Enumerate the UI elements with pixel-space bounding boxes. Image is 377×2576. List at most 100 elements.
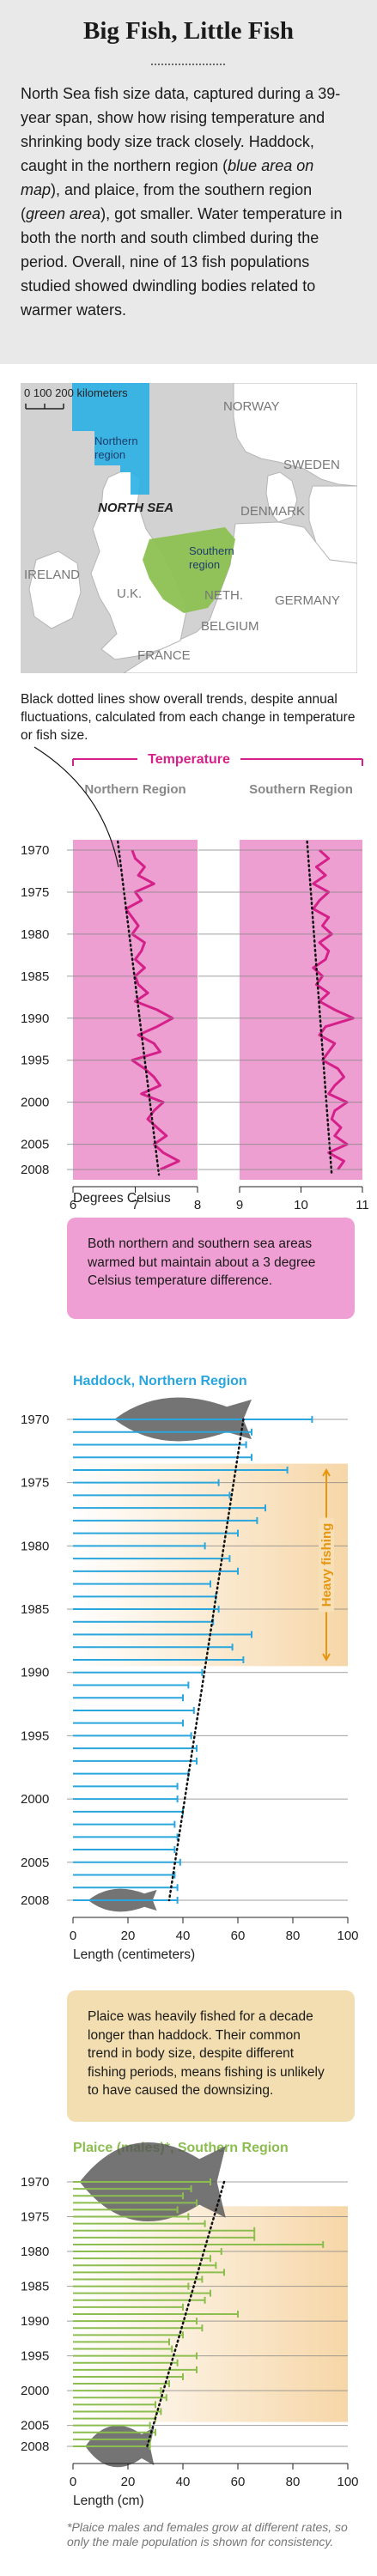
haddock-x-tick-label: 40 — [176, 1929, 191, 1943]
map-label-neth: NETH. — [204, 588, 243, 603]
map-northern-region — [72, 383, 149, 495]
map-label-northern-region-2: region — [94, 448, 125, 461]
map-scale-bar — [25, 404, 64, 410]
southern-panel-background — [240, 840, 362, 1180]
map-label-sweden: SWEDEN — [283, 458, 340, 472]
map-label-norway: NORWAY — [223, 399, 280, 414]
intro-text: North Sea fish size data, captured durin… — [21, 82, 357, 322]
plaice-year-label: 1985 — [21, 2280, 49, 2294]
map-label-southern-region-1: Southern — [189, 544, 234, 557]
haddock-annotation-label: Heavy fishing — [319, 1523, 334, 1607]
haddock-annotation-arrowhead-top — [322, 1467, 331, 1477]
plaice-year-label: 1980 — [21, 2245, 49, 2259]
map-land-norway — [233, 383, 357, 487]
southern-panel-title: Southern Region — [249, 782, 353, 797]
plaice-trend-line — [146, 2180, 226, 2448]
map-label-germany: GERMANY — [275, 593, 340, 608]
plaice-year-label: 1970 — [21, 2175, 49, 2190]
plaice-year-label: 1990 — [21, 2314, 49, 2329]
plaice-x-tick-label: 80 — [286, 2475, 301, 2489]
map-caption: Black dotted lines show overall trends, … — [21, 692, 356, 743]
intro-text-part1: North Sea fish size data, captured durin… — [21, 85, 341, 174]
temperature-year-label: 2005 — [21, 1138, 49, 1152]
haddock-chart-title: Haddock, Northern Region — [73, 1374, 247, 1388]
temperature-title: Temperature — [148, 752, 230, 767]
title-divider — [151, 64, 225, 65]
haddock-annotation-arrowhead-bottom — [322, 1653, 331, 1662]
temperature-year-label: 1995 — [21, 1054, 49, 1068]
map-label-denmark: DENMARK — [240, 504, 305, 519]
haddock-year-label: 1985 — [21, 1602, 49, 1617]
plaice-chart: Plaice (males)*, Southern Region19701975… — [21, 2141, 359, 2508]
plaice-year-label: 2005 — [21, 2419, 49, 2433]
north-sea-map: 0 100 200 kilometers NORWAY Northern reg… — [21, 383, 357, 673]
intro-text-part2: ), and plaice, from the southern region … — [21, 181, 313, 222]
map-southern-region — [143, 527, 235, 613]
temperature-year-label: 1975 — [21, 885, 49, 900]
northern-x-tick-label: 7 — [131, 1198, 138, 1212]
plaice-x-axis-label: Length (cm) — [73, 2494, 144, 2508]
temperature-chart: Temperature Northern Region 6 7 8 Southern Re… — [21, 746, 369, 1212]
map-graphic: 0 100 200 kilometers NORWAY Northern reg… — [21, 383, 357, 673]
haddock-year-label: 1990 — [21, 1666, 49, 1680]
map-label-uk: U.K. — [117, 586, 142, 601]
header-panel: Big Fish, Little Fish North Sea fish siz… — [0, 0, 377, 364]
page-title: Big Fish, Little Fish — [83, 17, 294, 45]
map-land-denmark — [265, 471, 298, 523]
haddock-x-tick-label: 80 — [286, 1929, 301, 1943]
map-land-britain — [90, 468, 188, 660]
haddock-trend-line — [167, 1418, 245, 1902]
haddock-year-label: 2000 — [21, 1792, 49, 1807]
map-label-ireland: IRELAND — [24, 568, 80, 582]
northern-trend-line — [116, 840, 161, 1176]
map-label-northern-region-1: Northern — [94, 434, 138, 447]
intro-text-emphasis1: blue area on map — [21, 157, 314, 198]
map-scale-label: 0 100 200 kilometers — [24, 386, 128, 399]
northern-panel-title: Northern Region — [84, 782, 185, 797]
haddock-x-tick-label: 100 — [337, 1929, 358, 1943]
northern-temperature-line — [125, 849, 180, 1171]
map-label-north-sea: NORTH SEA — [98, 501, 173, 515]
southern-trend-line — [306, 840, 333, 1176]
map-label-france: FRANCE — [137, 648, 191, 663]
plaice-x-tick-label: 0 — [70, 2475, 76, 2489]
temperature-year-label: 1990 — [21, 1012, 49, 1026]
plaice-year-label: 2008 — [21, 2439, 49, 2454]
temperature-title-backdrop — [137, 750, 240, 768]
temperature-x-axis-label: Degrees Celsius — [73, 1191, 171, 1206]
temperature-year-label: 1970 — [21, 843, 49, 858]
plaice-x-tick-label: 100 — [337, 2475, 358, 2489]
plaice-year-label: 1995 — [21, 2349, 49, 2364]
temperature-year-label: 2008 — [21, 1163, 49, 1177]
caption-pointer-line — [33, 746, 119, 868]
fishing-note: Plaice was heavily fished for a decade l… — [67, 1990, 355, 2122]
haddock-x-tick-label: 60 — [231, 1929, 246, 1943]
southern-temperature-line — [312, 848, 355, 1170]
map-label-belgium: BELGIUM — [201, 619, 259, 634]
haddock-year-label: 2008 — [21, 1893, 49, 1908]
map-label-southern-region-2: region — [189, 558, 220, 571]
haddock-x-tick-label: 20 — [121, 1929, 136, 1943]
haddock-year-label: 1975 — [21, 1476, 49, 1491]
northern-panel-background — [73, 840, 198, 1180]
northern-x-tick-label: 8 — [194, 1198, 201, 1212]
map-land-ireland — [28, 550, 82, 629]
temperature-note: Both northern and southern sea areas war… — [67, 1218, 355, 1319]
haddock-year-label: 1995 — [21, 1728, 49, 1743]
haddock-fishing-band — [73, 1463, 348, 1667]
haddock-x-axis-label: Length (centimeters) — [73, 1947, 195, 1962]
intro-text-emphasis2: green area — [26, 205, 101, 222]
northern-x-tick-label: 6 — [70, 1198, 76, 1212]
haddock-x-tick-label: 0 — [70, 1929, 76, 1943]
plaice-year-label: 1975 — [21, 2210, 49, 2225]
plaice-year-label: 2000 — [21, 2384, 49, 2398]
footnote: *Plaice males and females grow at differ… — [67, 2520, 348, 2549]
temperature-year-label: 1980 — [21, 927, 49, 942]
intro-text-part3: ), got smaller. Water temperature in bot… — [21, 205, 343, 319]
plaice-x-tick-label: 20 — [121, 2475, 136, 2489]
haddock-year-label: 1970 — [21, 1413, 49, 1427]
temperature-year-label: 2000 — [21, 1096, 49, 1110]
plaice-x-tick-label: 40 — [176, 2475, 191, 2489]
southern-x-tick-label: 9 — [236, 1198, 243, 1212]
haddock-year-label: 1980 — [21, 1539, 49, 1553]
